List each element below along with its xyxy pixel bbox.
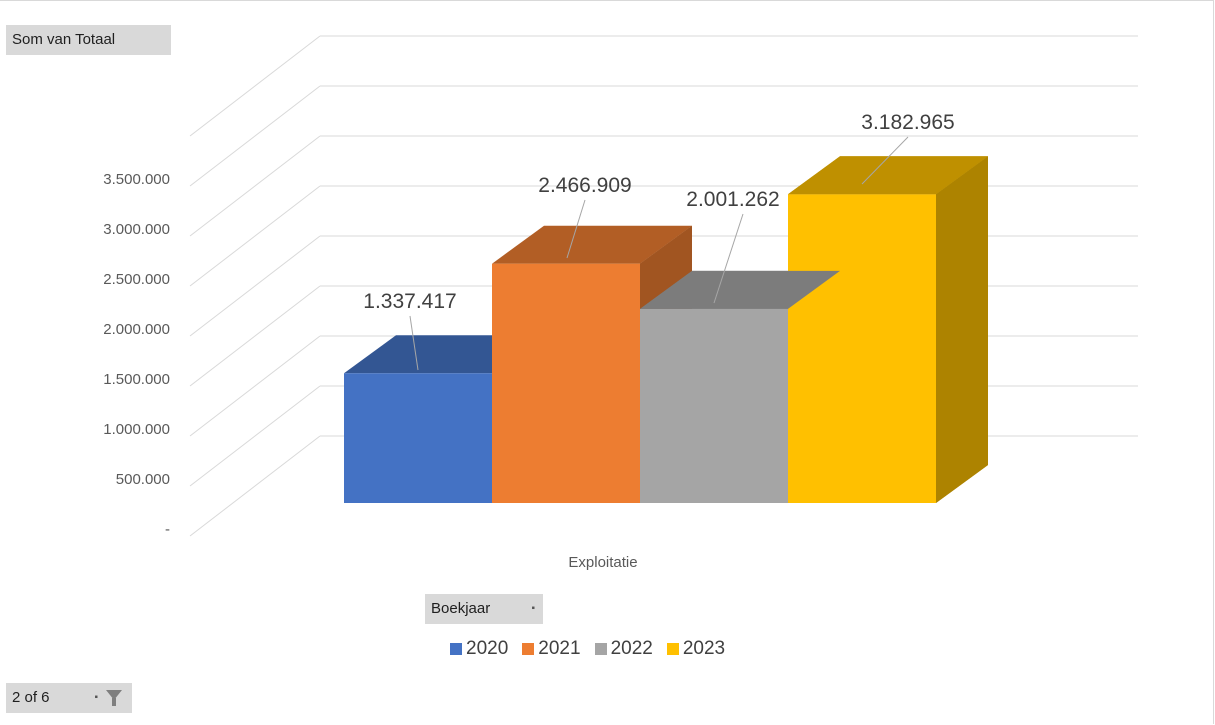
gridline-diagonal <box>189 435 321 537</box>
gridline-diagonal <box>189 135 321 237</box>
bar-2021 <box>492 263 640 503</box>
data-label: 2.466.909 <box>538 174 631 197</box>
y-tick-label: 1.500.000 <box>103 371 170 388</box>
dropdown-marker-icon: ▪ <box>531 603 535 614</box>
bar-top <box>640 270 840 309</box>
page-indicator-button[interactable]: 2 of 6 ▪ <box>6 683 132 713</box>
data-label: 3.182.965 <box>861 111 954 134</box>
gridline-diagonal <box>189 235 321 337</box>
legend-swatch <box>666 643 679 655</box>
y-tick-label: 1.000.000 <box>103 421 170 438</box>
gridline-diagonal <box>189 85 321 187</box>
bar-2023 <box>788 194 936 504</box>
bar-top <box>492 225 692 264</box>
gridline-diagonal <box>189 185 321 287</box>
legend-field-button[interactable]: Boekjaar ▪ <box>425 594 543 624</box>
gridline-diagonal <box>189 335 321 437</box>
bar-2020 <box>344 373 492 503</box>
legend-item-2021: 2021 <box>522 638 581 660</box>
data-label: 1.337.417 <box>363 290 456 313</box>
legend-field-label: Boekjaar <box>431 600 491 617</box>
gridline-diagonal <box>189 285 321 387</box>
y-tick-label: 3.500.000 <box>103 171 170 188</box>
legend-label: 2022 <box>610 638 653 659</box>
leader-line <box>713 213 744 304</box>
legend-item-2023: 2023 <box>666 638 726 660</box>
filter-icon-stem <box>112 698 116 706</box>
leader-line <box>566 199 586 259</box>
dropdown-marker-icon: ▪ <box>94 692 98 703</box>
legend-item-2020: 2020 <box>450 638 508 660</box>
filter-icon <box>106 690 122 700</box>
y-tick-label: - <box>165 521 170 538</box>
legend-label: 2021 <box>538 638 581 659</box>
legend-label: 2020 <box>466 638 509 659</box>
data-label: 2.001.262 <box>686 188 779 211</box>
chart-legend: 2020 2021 2022 2023 <box>450 637 725 661</box>
leader-line <box>861 136 909 185</box>
legend-item-2022: 2022 <box>594 638 653 660</box>
legend-swatch <box>522 643 535 655</box>
y-tick-label: 2.500.000 <box>103 271 170 288</box>
bar-2022 <box>640 308 788 503</box>
y-tick-label: 500.000 <box>116 471 170 488</box>
bar-side <box>936 156 988 504</box>
gridline-diagonal <box>189 35 321 137</box>
legend-label: 2023 <box>682 638 726 659</box>
y-tick-label: 2.000.000 <box>103 321 170 338</box>
leader-line <box>409 315 419 371</box>
gridline-diagonal <box>189 385 321 487</box>
value-field-button[interactable]: Som van Totaal <box>6 25 171 55</box>
page-indicator-label: 2 of 6 <box>12 689 50 706</box>
y-tick-label: 3.000.000 <box>103 221 170 238</box>
bar-top <box>788 156 988 195</box>
legend-swatch <box>450 643 462 655</box>
bar-side <box>640 225 692 309</box>
category-label: Exploitatie <box>568 554 637 571</box>
value-field-label: Som van Totaal <box>12 31 116 48</box>
legend-swatch <box>594 643 607 655</box>
